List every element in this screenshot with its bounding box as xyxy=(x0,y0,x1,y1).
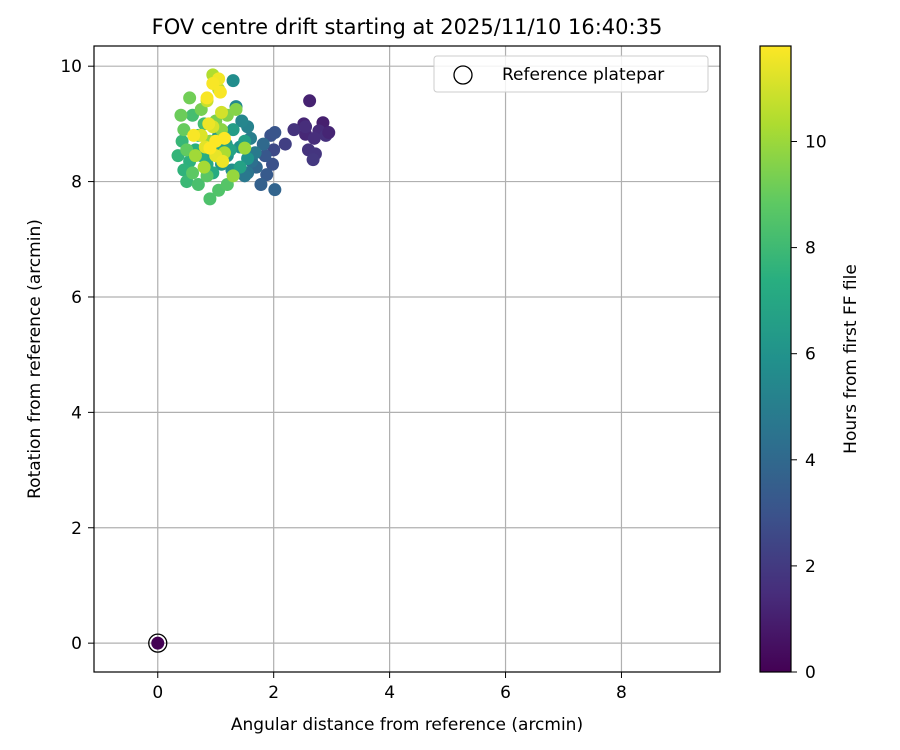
data-points xyxy=(151,68,336,650)
colorbar-tick-label: 0 xyxy=(805,663,816,683)
data-point xyxy=(226,123,240,137)
data-point xyxy=(200,91,214,105)
data-point xyxy=(217,131,231,145)
data-point xyxy=(307,131,321,145)
x-tick-label: 8 xyxy=(616,683,627,703)
data-point xyxy=(241,152,255,166)
data-point xyxy=(258,149,272,163)
data-point xyxy=(254,177,268,191)
colorbar-ticks: 0 2 4 6 8 10 xyxy=(791,132,827,683)
data-point xyxy=(299,120,313,134)
data-point xyxy=(187,128,201,142)
data-point xyxy=(213,85,227,99)
legend-marker-icon xyxy=(453,65,473,85)
data-point xyxy=(197,160,211,174)
y-tick-label: 2 xyxy=(71,519,82,539)
data-point xyxy=(206,77,220,91)
data-point xyxy=(306,153,320,167)
data-point xyxy=(226,74,240,88)
data-point xyxy=(268,126,282,140)
x-axis-label: Angular distance from reference (arcmin) xyxy=(231,715,583,735)
y-tick-label: 10 xyxy=(60,57,82,77)
y-axis: 0 2 4 6 8 10 xyxy=(60,57,94,654)
legend-entry-reference-platepar: Reference platepar xyxy=(502,65,664,85)
data-point xyxy=(226,169,240,183)
reference-marker xyxy=(148,633,168,653)
x-tick-label: 2 xyxy=(268,683,279,703)
colorbar-label: Hours from first FF file xyxy=(841,264,861,454)
data-point xyxy=(203,192,217,206)
y-tick-label: 4 xyxy=(71,403,82,423)
chart-title: FOV centre drift starting at 2025/11/10 … xyxy=(152,15,663,39)
y-tick-label: 0 xyxy=(71,634,82,654)
data-point xyxy=(203,141,217,155)
data-point xyxy=(177,123,191,137)
colorbar-tick-label: 8 xyxy=(805,239,816,259)
colorbar-tick-label: 4 xyxy=(805,451,816,471)
data-point xyxy=(191,177,205,191)
data-point xyxy=(186,166,200,180)
data-point xyxy=(268,183,282,197)
data-point xyxy=(260,168,274,182)
data-point xyxy=(266,157,280,171)
data-point xyxy=(202,117,216,131)
data-point xyxy=(303,94,317,108)
reference-platepar-marker xyxy=(148,633,168,653)
data-point xyxy=(188,149,202,163)
x-tick-label: 0 xyxy=(152,683,163,703)
data-point xyxy=(229,102,243,116)
data-point xyxy=(216,154,230,168)
data-point xyxy=(235,114,249,128)
x-tick-label: 6 xyxy=(500,683,511,703)
colorbar: 0 2 4 6 8 10 Hours from first FF file xyxy=(759,45,861,683)
data-point xyxy=(233,160,247,174)
y-axis-label: Rotation from reference (arcmin) xyxy=(25,219,45,499)
x-axis: 0 2 4 6 8 xyxy=(152,672,627,703)
colorbar-tick-label: 2 xyxy=(805,557,816,577)
y-tick-label: 8 xyxy=(71,173,82,193)
data-point xyxy=(278,137,292,151)
data-point xyxy=(287,123,301,137)
colorbar-tick-label: 10 xyxy=(805,132,827,152)
x-tick-label: 4 xyxy=(384,683,395,703)
data-point xyxy=(256,137,270,151)
data-point xyxy=(174,108,188,122)
data-point xyxy=(151,636,165,650)
y-tick-label: 6 xyxy=(71,288,82,308)
data-point xyxy=(322,126,336,140)
colorbar-gradient xyxy=(759,45,792,673)
legend-box xyxy=(433,55,709,93)
plot-frame xyxy=(93,45,721,673)
data-point xyxy=(215,105,229,119)
legend: Reference platepar xyxy=(433,55,709,93)
data-point xyxy=(238,141,252,155)
data-point xyxy=(183,91,197,105)
colorbar-tick-label: 6 xyxy=(805,345,816,365)
